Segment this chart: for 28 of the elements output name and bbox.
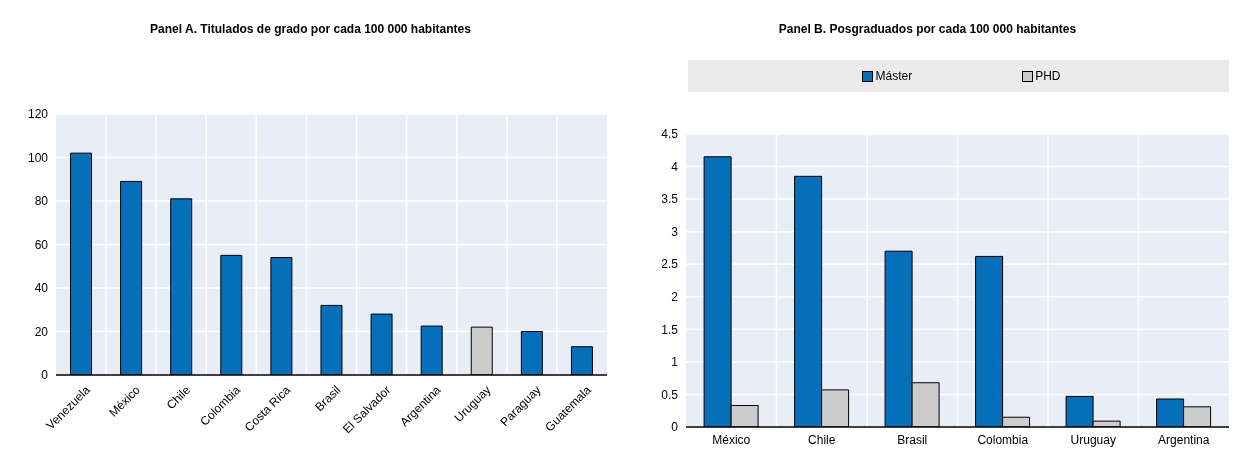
y-tick-label: 4 — [671, 159, 679, 174]
y-tick-label: 0.5 — [661, 387, 679, 402]
chart-title: Panel A. Titulados de grado por cada 100 000 habitantes — [149, 22, 472, 36]
y-tick-label: 20 — [34, 324, 49, 339]
x-tick-label: Chile — [163, 382, 194, 413]
y-tick-label: 4.5 — [661, 127, 679, 142]
y-tick-label: 80 — [34, 194, 49, 209]
y-tick-label: 120 — [27, 107, 49, 122]
x-tick-label: Colombia — [977, 432, 1029, 447]
y-tick-label: 60 — [34, 237, 49, 252]
y-tick-label: 2.5 — [661, 257, 679, 272]
x-tick-label: Brasil — [897, 432, 928, 447]
y-tick-label: 0 — [671, 420, 679, 435]
y-tick-label: 3 — [671, 224, 679, 239]
y-tick-label: 1 — [671, 355, 679, 370]
x-tick-label: Argentina — [1158, 432, 1210, 447]
y-tick-label: 1.5 — [661, 322, 679, 337]
y-tick-label: 40 — [34, 281, 49, 296]
x-tick-label: Uruguay — [1070, 432, 1116, 447]
y-tick-label: 2 — [671, 290, 679, 305]
y-tick-label: 0 — [41, 368, 49, 383]
y-tick-label: 3.5 — [661, 192, 679, 207]
x-tick-label: México — [712, 432, 751, 447]
legend-label: Máster — [875, 69, 913, 83]
legend-label: PHD — [1035, 69, 1061, 83]
x-tick-label: Chile — [808, 432, 836, 447]
y-tick-label: 100 — [27, 150, 49, 165]
chart-title: Panel B. Posgraduados por cada 100 000 habitantes — [777, 22, 1078, 36]
